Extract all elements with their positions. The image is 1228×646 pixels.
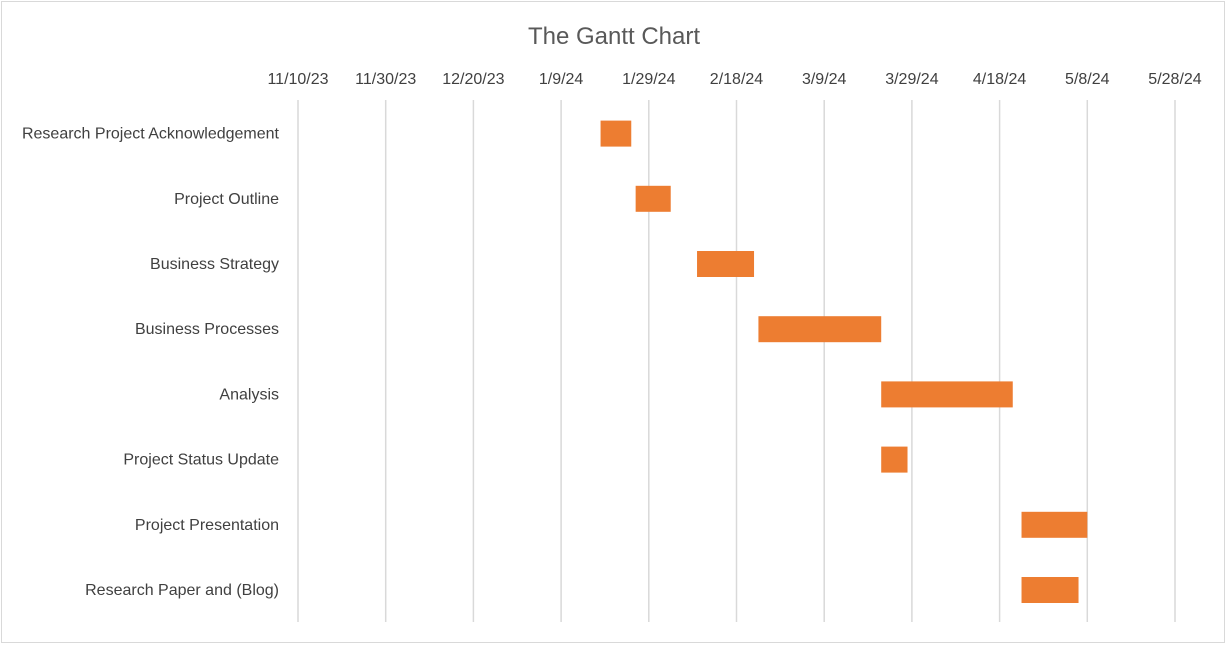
task-label: Project Status Update <box>123 452 279 469</box>
task-label: Analysis <box>219 386 279 403</box>
task-label: Research Paper and (Blog) <box>85 582 279 599</box>
task-label: Business Processes <box>135 321 279 338</box>
task-label: Business Strategy <box>150 256 279 273</box>
x-tick-label: 2/18/24 <box>710 71 763 88</box>
task-label: Research Project Acknowledgement <box>22 126 280 143</box>
task-bar <box>636 186 671 212</box>
task-bar <box>1022 577 1079 603</box>
grid-lines <box>298 100 1175 622</box>
task-bars <box>601 121 1088 603</box>
task-label: Project Outline <box>174 191 279 208</box>
task-bar <box>1022 512 1088 538</box>
task-bar <box>697 251 754 277</box>
chart-title: The Gantt Chart <box>528 23 700 50</box>
x-axis-tick-labels: 11/10/23 11/30/23 12/20/23 1/9/24 1/29/24 2/1… <box>267 71 1201 88</box>
task-bar <box>881 447 907 473</box>
x-tick-label: 1/29/24 <box>622 71 675 88</box>
task-bar <box>881 381 1013 407</box>
task-labels: Research Project Acknowledgement Project … <box>22 126 280 599</box>
task-bar <box>758 316 881 342</box>
x-tick-label: 4/18/24 <box>973 71 1026 88</box>
x-tick-label: 11/30/23 <box>355 71 416 88</box>
x-tick-label: 3/9/24 <box>802 71 847 88</box>
task-bar <box>601 121 632 147</box>
task-label: Project Presentation <box>135 517 279 534</box>
x-tick-label: 5/8/24 <box>1065 71 1110 88</box>
x-tick-label: 1/9/24 <box>539 71 584 88</box>
x-tick-label: 3/29/24 <box>885 71 938 88</box>
x-tick-label: 11/10/23 <box>267 71 328 88</box>
x-tick-label: 5/28/24 <box>1148 71 1201 88</box>
x-tick-label: 12/20/23 <box>442 71 504 88</box>
